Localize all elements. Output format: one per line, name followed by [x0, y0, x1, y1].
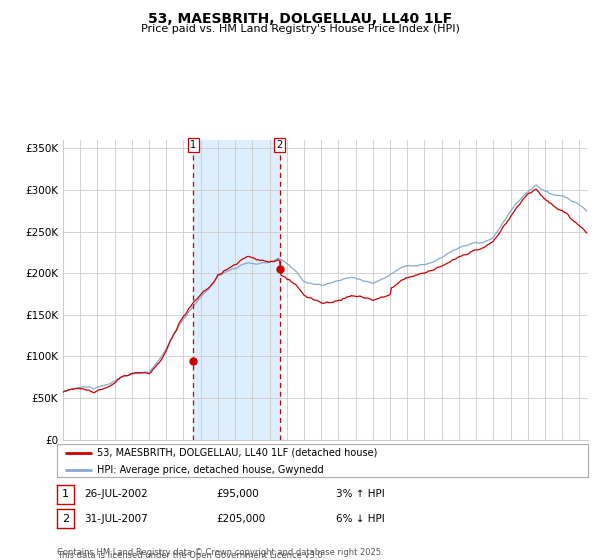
Text: 53, MAESBRITH, DOLGELLAU, LL40 1LF (detached house): 53, MAESBRITH, DOLGELLAU, LL40 1LF (deta…	[97, 448, 377, 458]
Bar	[193, 140, 280, 440]
Text: 3% ↑ HPI: 3% ↑ HPI	[336, 489, 385, 500]
Text: 1: 1	[62, 489, 69, 500]
Text: 53, MAESBRITH, DOLGELLAU, LL40 1LF: 53, MAESBRITH, DOLGELLAU, LL40 1LF	[148, 12, 452, 26]
Point	[188, 356, 198, 365]
Text: Price paid vs. HM Land Registry's House Price Index (HPI): Price paid vs. HM Land Registry's House …	[140, 24, 460, 34]
Text: 2: 2	[62, 514, 69, 524]
Text: 31-JUL-2007: 31-JUL-2007	[84, 514, 148, 524]
Text: Contains HM Land Registry data © Crown copyright and database right 2025.: Contains HM Land Registry data © Crown c…	[57, 548, 383, 557]
Point	[275, 264, 284, 273]
Text: £95,000: £95,000	[216, 489, 259, 500]
Text: 26-JUL-2002: 26-JUL-2002	[84, 489, 148, 500]
Text: This data is licensed under the Open Government Licence v3.0.: This data is licensed under the Open Gov…	[57, 551, 325, 560]
Text: £205,000: £205,000	[216, 514, 265, 524]
Text: HPI: Average price, detached house, Gwynedd: HPI: Average price, detached house, Gwyn…	[97, 465, 323, 475]
Text: 2: 2	[277, 140, 283, 150]
Text: 1: 1	[190, 140, 196, 150]
Text: 6% ↓ HPI: 6% ↓ HPI	[336, 514, 385, 524]
